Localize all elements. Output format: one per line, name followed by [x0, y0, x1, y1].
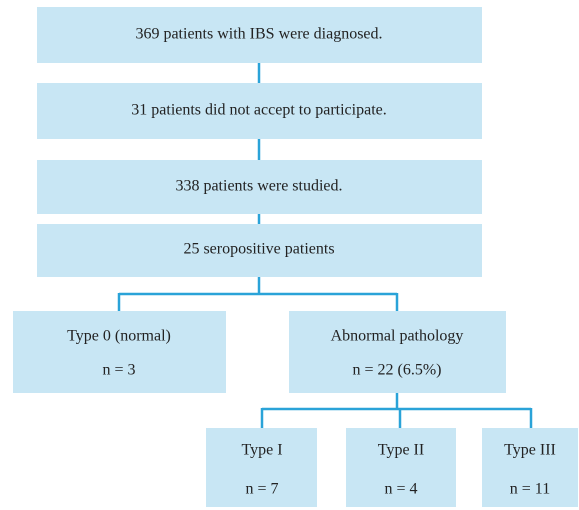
box [37, 160, 482, 214]
box [346, 428, 456, 507]
box [206, 428, 317, 507]
box-detail: n = 4 [384, 481, 417, 498]
box [13, 311, 226, 393]
box [37, 224, 482, 277]
box-label: 338 patients were studied. [175, 178, 342, 195]
box-label: Type II [378, 442, 424, 459]
box-detail: n = 7 [245, 481, 278, 498]
box [37, 7, 482, 63]
box-label: 31 patients did not accept to participat… [131, 102, 386, 119]
box-label: Type III [504, 442, 556, 459]
box [37, 83, 482, 139]
box-label: Type I [241, 442, 282, 459]
box-label: Type 0 (normal) [67, 328, 171, 345]
box-label: 369 patients with IBS were diagnosed. [135, 26, 382, 43]
box-label: Abnormal pathology [331, 328, 464, 345]
box-detail: n = 22 (6.5%) [352, 362, 441, 379]
box-label: 25 seropositive patients [183, 241, 334, 258]
box [482, 428, 578, 507]
box [289, 311, 506, 393]
box-detail: n = 11 [510, 481, 550, 498]
connectors [117, 63, 533, 428]
box-detail: n = 3 [102, 362, 135, 379]
